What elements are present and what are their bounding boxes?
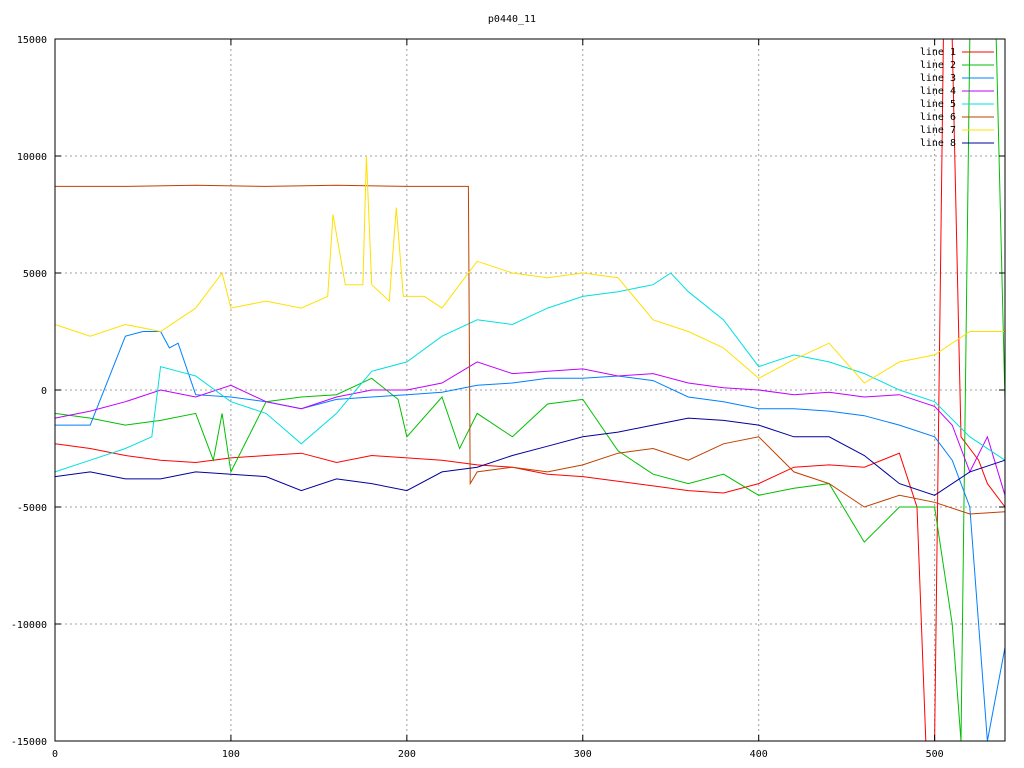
series-line-2 xyxy=(54,38,1006,742)
x-tick-label: 200 xyxy=(398,749,416,760)
legend-label: line 8 xyxy=(920,138,956,149)
series-line-3 xyxy=(55,331,1006,742)
y-tick-label: 15000 xyxy=(17,35,47,46)
y-tick-label: -5000 xyxy=(17,503,47,514)
series-line-7 xyxy=(54,155,1005,384)
y-tick-label: -15000 xyxy=(11,737,47,748)
grid xyxy=(55,39,1005,741)
legend-label: line 4 xyxy=(920,86,956,97)
y-tick-label: 5000 xyxy=(23,269,47,280)
series-lines xyxy=(54,38,1006,742)
y-tick-label: -10000 xyxy=(11,620,47,631)
x-tick-label: 100 xyxy=(222,749,240,760)
chart-title: p0440_11 xyxy=(488,14,536,25)
legend-label: line 2 xyxy=(920,60,956,71)
series-line-4 xyxy=(54,361,1006,496)
series-line-5 xyxy=(54,272,1006,473)
legend-label: line 7 xyxy=(920,125,956,136)
y-tick-label: 10000 xyxy=(17,152,47,163)
x-tick-label: 0 xyxy=(52,749,58,760)
legend: line 1 line 2 line 3 line 4 line 5 line 6 line… xyxy=(920,47,994,149)
legend-label: line 6 xyxy=(920,112,956,123)
series-line-6 xyxy=(55,184,1006,515)
x-tick-label: 300 xyxy=(574,749,592,760)
x-tick-label: 400 xyxy=(750,749,768,760)
x-tick-label: 500 xyxy=(926,749,944,760)
legend-label: line 1 xyxy=(920,47,956,58)
legend-label: line 5 xyxy=(920,99,956,110)
series-line-8 xyxy=(54,417,1006,496)
y-tick-label: 0 xyxy=(41,386,47,397)
axis-ticks: 0 100 200 300 400 500 -15000 -10000 -5000 0 5000 10… xyxy=(11,35,1005,760)
legend-label: line 3 xyxy=(920,73,956,84)
